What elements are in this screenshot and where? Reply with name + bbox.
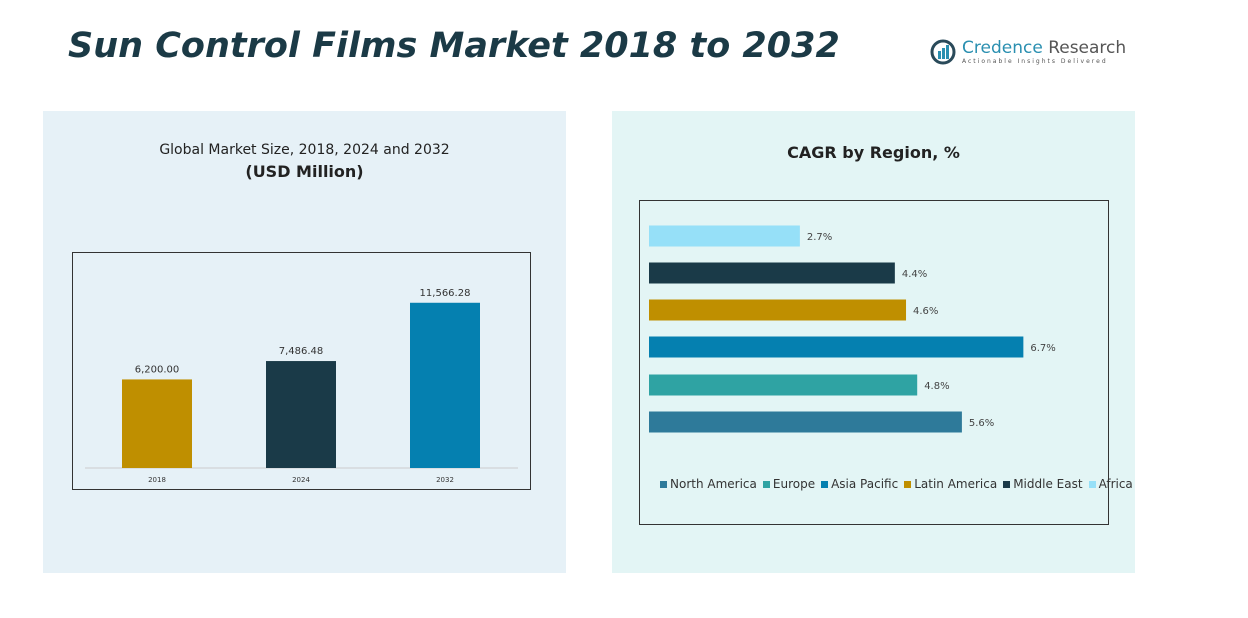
legend-item: Middle East <box>1003 477 1083 491</box>
bar-north-america <box>649 411 962 433</box>
right-chart-title: CAGR by Region, % <box>787 143 960 162</box>
data-label: 7,486.48 <box>279 346 324 357</box>
legend-label: Latin America <box>914 477 998 491</box>
left-chart-title: Global Market Size, 2018, 2024 and 2032 <box>159 142 450 158</box>
legend-item: Europe <box>762 477 816 491</box>
data-label: 4.8% <box>924 381 949 392</box>
bar-asia-pacific <box>649 336 1024 358</box>
data-label: 6,200.00 <box>135 364 180 375</box>
legend-label: Middle East <box>1013 477 1083 491</box>
page-title: Sun Control Films Market 2018 to 2032 <box>68 26 840 66</box>
logo-name-b: Research <box>1048 38 1127 58</box>
logo: Credence Research Actionable Insights De… <box>930 38 1126 65</box>
left-chart-subtitle: (USD Million) <box>245 162 364 181</box>
cagr-chart <box>639 200 1109 525</box>
legend-label: Asia Pacific <box>831 477 899 491</box>
legend-item: Africa <box>1088 477 1133 491</box>
logo-icon <box>930 39 956 64</box>
legend-swatch <box>904 481 912 488</box>
legend-item: North America <box>660 477 757 491</box>
legend-item: Asia Pacific <box>821 477 898 491</box>
legend-swatch <box>821 481 829 488</box>
x-tick-label: 2018 <box>148 476 166 484</box>
bar-2024 <box>266 361 336 468</box>
bar-2018 <box>122 379 192 468</box>
legend-label: Africa <box>1098 477 1133 491</box>
bar-2032 <box>410 302 480 468</box>
legend-label: North America <box>670 477 757 491</box>
legend: North America Europe Asia Pacific Latin Ame… <box>660 477 1133 491</box>
legend-label: Europe <box>772 477 816 491</box>
bar-latin-america <box>649 299 907 321</box>
logo-name-a: Credence <box>962 38 1043 58</box>
data-label: 11,566.28 <box>420 288 471 299</box>
logo-tagline: Actionable Insights Delivered <box>962 58 1108 65</box>
data-label: 4.6% <box>913 306 938 317</box>
legend-item: Latin America <box>904 477 997 491</box>
x-tick-label: 2032 <box>436 476 454 484</box>
market-size-chart <box>72 252 531 490</box>
legend-swatch <box>660 481 667 488</box>
bar-africa <box>649 225 800 247</box>
data-label: 6.7% <box>1030 343 1055 354</box>
data-label: 2.7% <box>807 232 832 243</box>
x-tick-label: 2024 <box>292 476 310 484</box>
legend-swatch <box>1003 481 1011 488</box>
legend-swatch <box>762 481 770 488</box>
legend-swatch <box>1088 481 1096 488</box>
bar-europe <box>649 374 918 396</box>
data-label: 5.6% <box>969 418 994 429</box>
bar-middle-east <box>649 262 895 284</box>
data-label: 4.4% <box>902 269 927 280</box>
